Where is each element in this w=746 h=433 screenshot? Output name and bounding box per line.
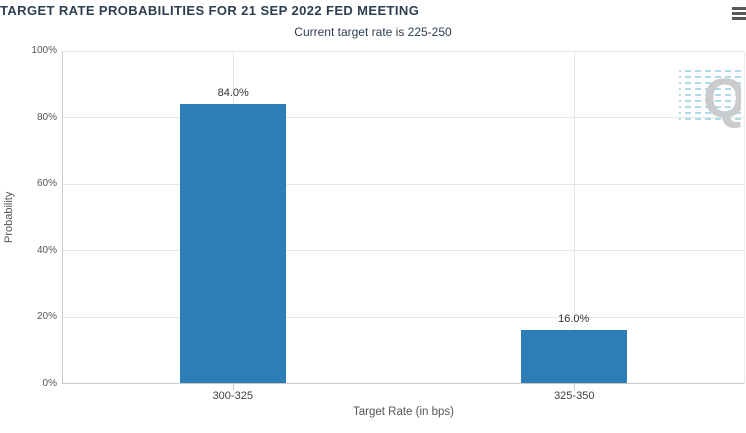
x-gridline [573,51,575,383]
y-tick-label: 60% [36,178,57,190]
x-axis-tick [573,384,575,390]
y-gridline [63,117,744,119]
y-gridline [63,316,744,318]
chart-subtitle: Current target rate is 225-250 [294,25,452,39]
quikstrike-watermark-logo: Q [679,66,741,129]
y-axis-title: Probability [3,191,15,244]
bar-300-325[interactable] [180,104,287,383]
y-tick-label: 100% [31,45,57,56]
hamburger-icon [732,7,746,10]
y-gridline [63,51,744,52]
chart-context-menu-button[interactable] [732,7,746,21]
category-label: 300-325 [212,390,253,402]
x-axis-title: Target Rate (in bps) [353,406,454,418]
bar-325-350[interactable] [520,329,627,383]
x-axis-category-labels: 300-325 325-350 [62,390,745,404]
y-tick-label: 20% [36,311,57,323]
y-tick-label: 80% [36,111,57,123]
y-tick-label: 40% [36,244,57,256]
category-label: 325-350 [554,390,595,402]
y-axis-tick-labels: 0% 20% 40% 60% 80% 100% [26,46,57,389]
watermark-letter: Q [703,66,741,129]
x-axis-tick [233,384,235,390]
bar-value-label: 84.0% [217,87,249,100]
y-gridline [63,250,744,252]
chart-title: TARGET RATE PROBABILITIES FOR 21 SEP 202… [0,3,420,18]
plot-area: Q 84.0% 16.0% [62,51,745,390]
y-tick-label: 0% [42,378,57,389]
bar-value-label: 16.0% [558,312,590,325]
y-gridline [63,183,744,185]
